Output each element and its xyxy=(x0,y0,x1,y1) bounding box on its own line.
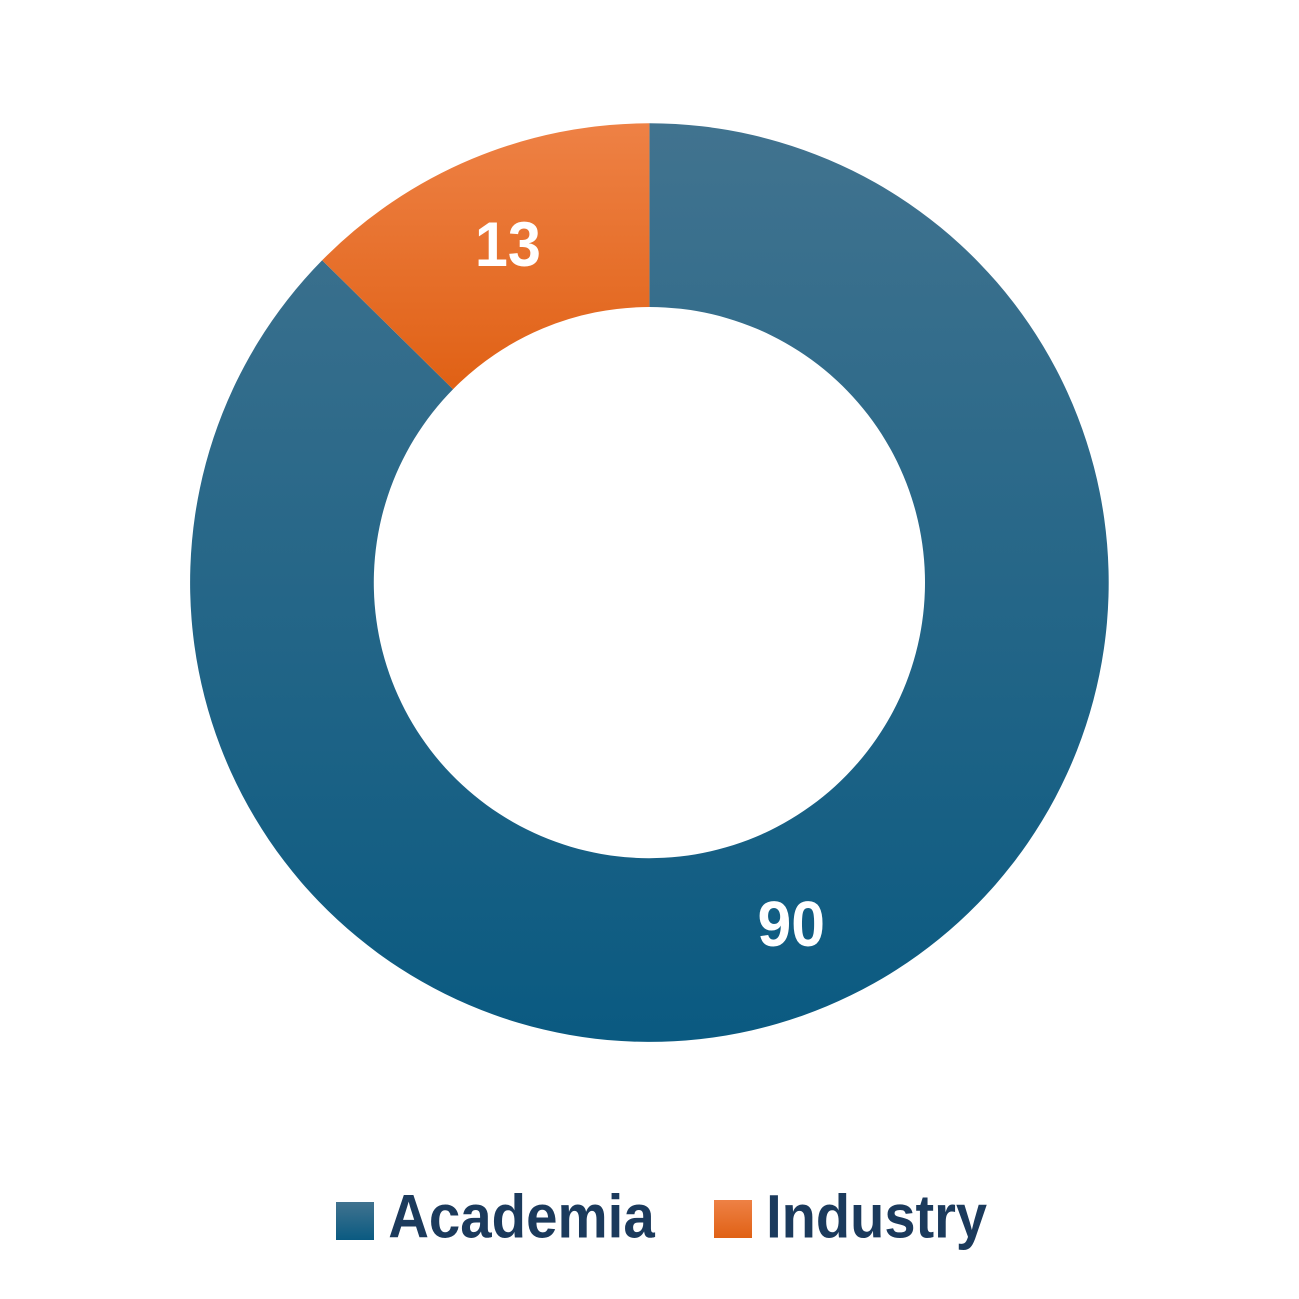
svg-text:13: 13 xyxy=(475,210,541,280)
svg-text:Industry: Industry xyxy=(766,1182,987,1250)
svg-text:Academia: Academia xyxy=(388,1182,655,1250)
svg-text:90: 90 xyxy=(758,888,826,960)
